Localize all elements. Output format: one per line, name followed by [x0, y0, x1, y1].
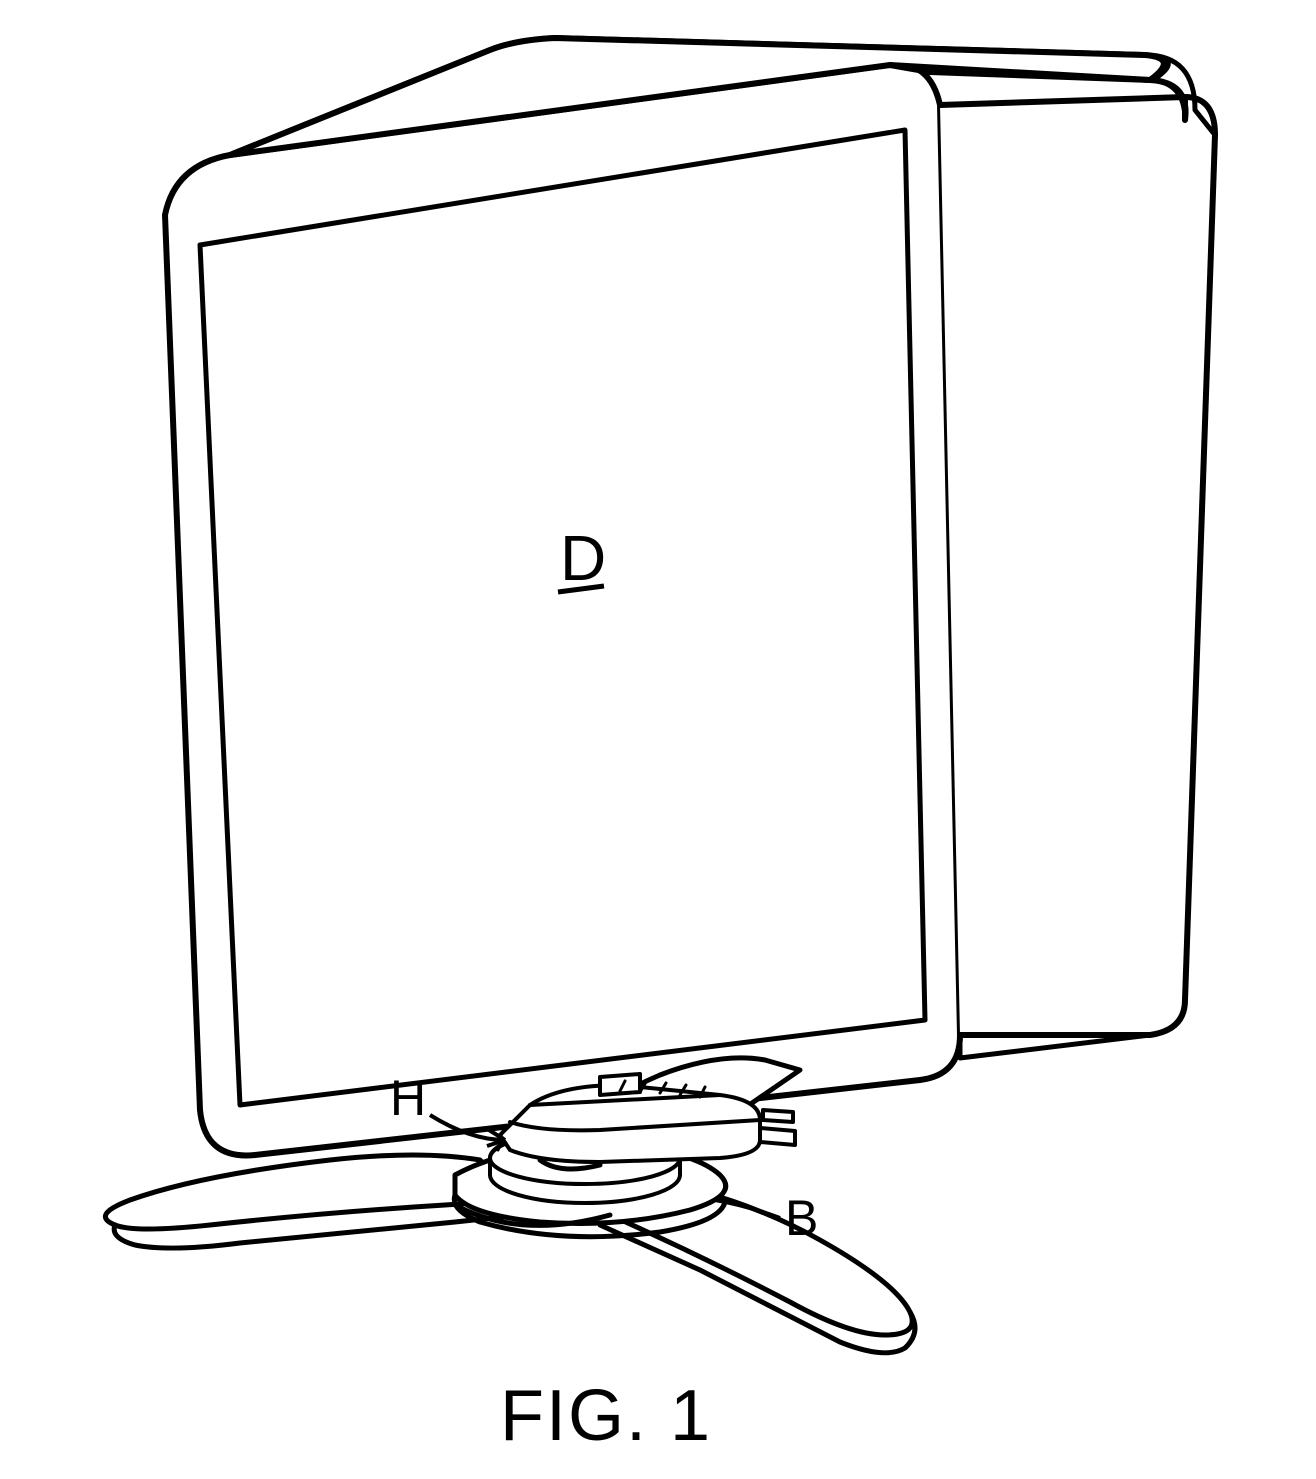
label-d: D — [560, 522, 606, 594]
label-h: H — [390, 1070, 426, 1126]
figure-1-svg: D H B FIG. 1 — [0, 0, 1316, 1479]
figure-caption: FIG. 1 — [500, 1376, 712, 1456]
label-b: B — [785, 1190, 818, 1246]
